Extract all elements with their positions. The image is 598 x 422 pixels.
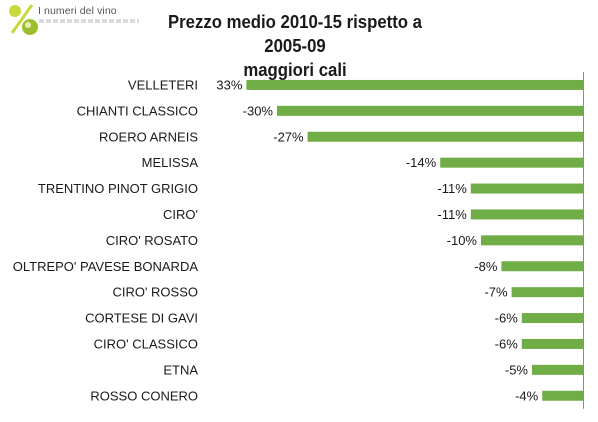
category-label: ROSSO CONERO [90,388,198,403]
bar [542,390,583,401]
wine-glass-percent-icon [9,4,38,35]
bar [277,105,583,116]
category-label: CIRO' ROSSO [112,285,198,300]
data-label: -30% [243,103,274,118]
category-label: VELLETERI [128,77,198,92]
data-label: -11% [437,207,467,222]
data-label: -6% [495,336,519,351]
category-label: ETNA [163,362,198,377]
bar [511,287,583,298]
category-label: TRENTINO PINOT GRIGIO [38,181,198,196]
data-label: -5% [505,362,529,377]
category-label: ROERO ARNEIS [99,129,198,144]
data-label: -8% [474,259,498,274]
category-label: CHIANTI CLASSICO [77,103,198,118]
category-label: MELISSA [142,155,199,170]
data-label: -11% [437,181,467,196]
data-label: -7% [484,285,508,300]
chart-title-line-1: Prezzo medio 2010-15 rispetto a 2005-09 [167,12,422,56]
bar [481,235,583,246]
bar [440,157,583,168]
bar [532,364,583,375]
category-label: CORTESE DI GAVI [85,311,198,326]
data-label: -27% [273,129,304,144]
category-label: CIRO' CLASSICO [94,336,198,351]
data-label: -14% [406,155,437,170]
data-label: -4% [515,388,539,403]
bar [307,131,583,142]
category-label: CIRO' ROSATO [106,233,198,248]
category-label: CIRO' [163,207,198,222]
bar [501,261,583,272]
bar [470,183,583,194]
data-label: 33% [216,77,242,92]
logo-tagline [39,19,139,23]
chart-title: Prezzo medio 2010-15 rispetto a 2005-09 … [151,10,439,82]
logo-text: I numeri del vino [38,5,117,17]
logo: I numeri del vino [6,2,139,36]
data-label: -6% [495,311,519,326]
bar [521,338,583,349]
data-label: -10% [447,233,478,248]
category-label: OLTREPO' PAVESE BONARDA [13,259,199,274]
chart-title-line-2: maggiori cali [243,60,347,80]
bar [246,79,583,90]
bar [470,209,583,220]
bar [521,313,583,324]
